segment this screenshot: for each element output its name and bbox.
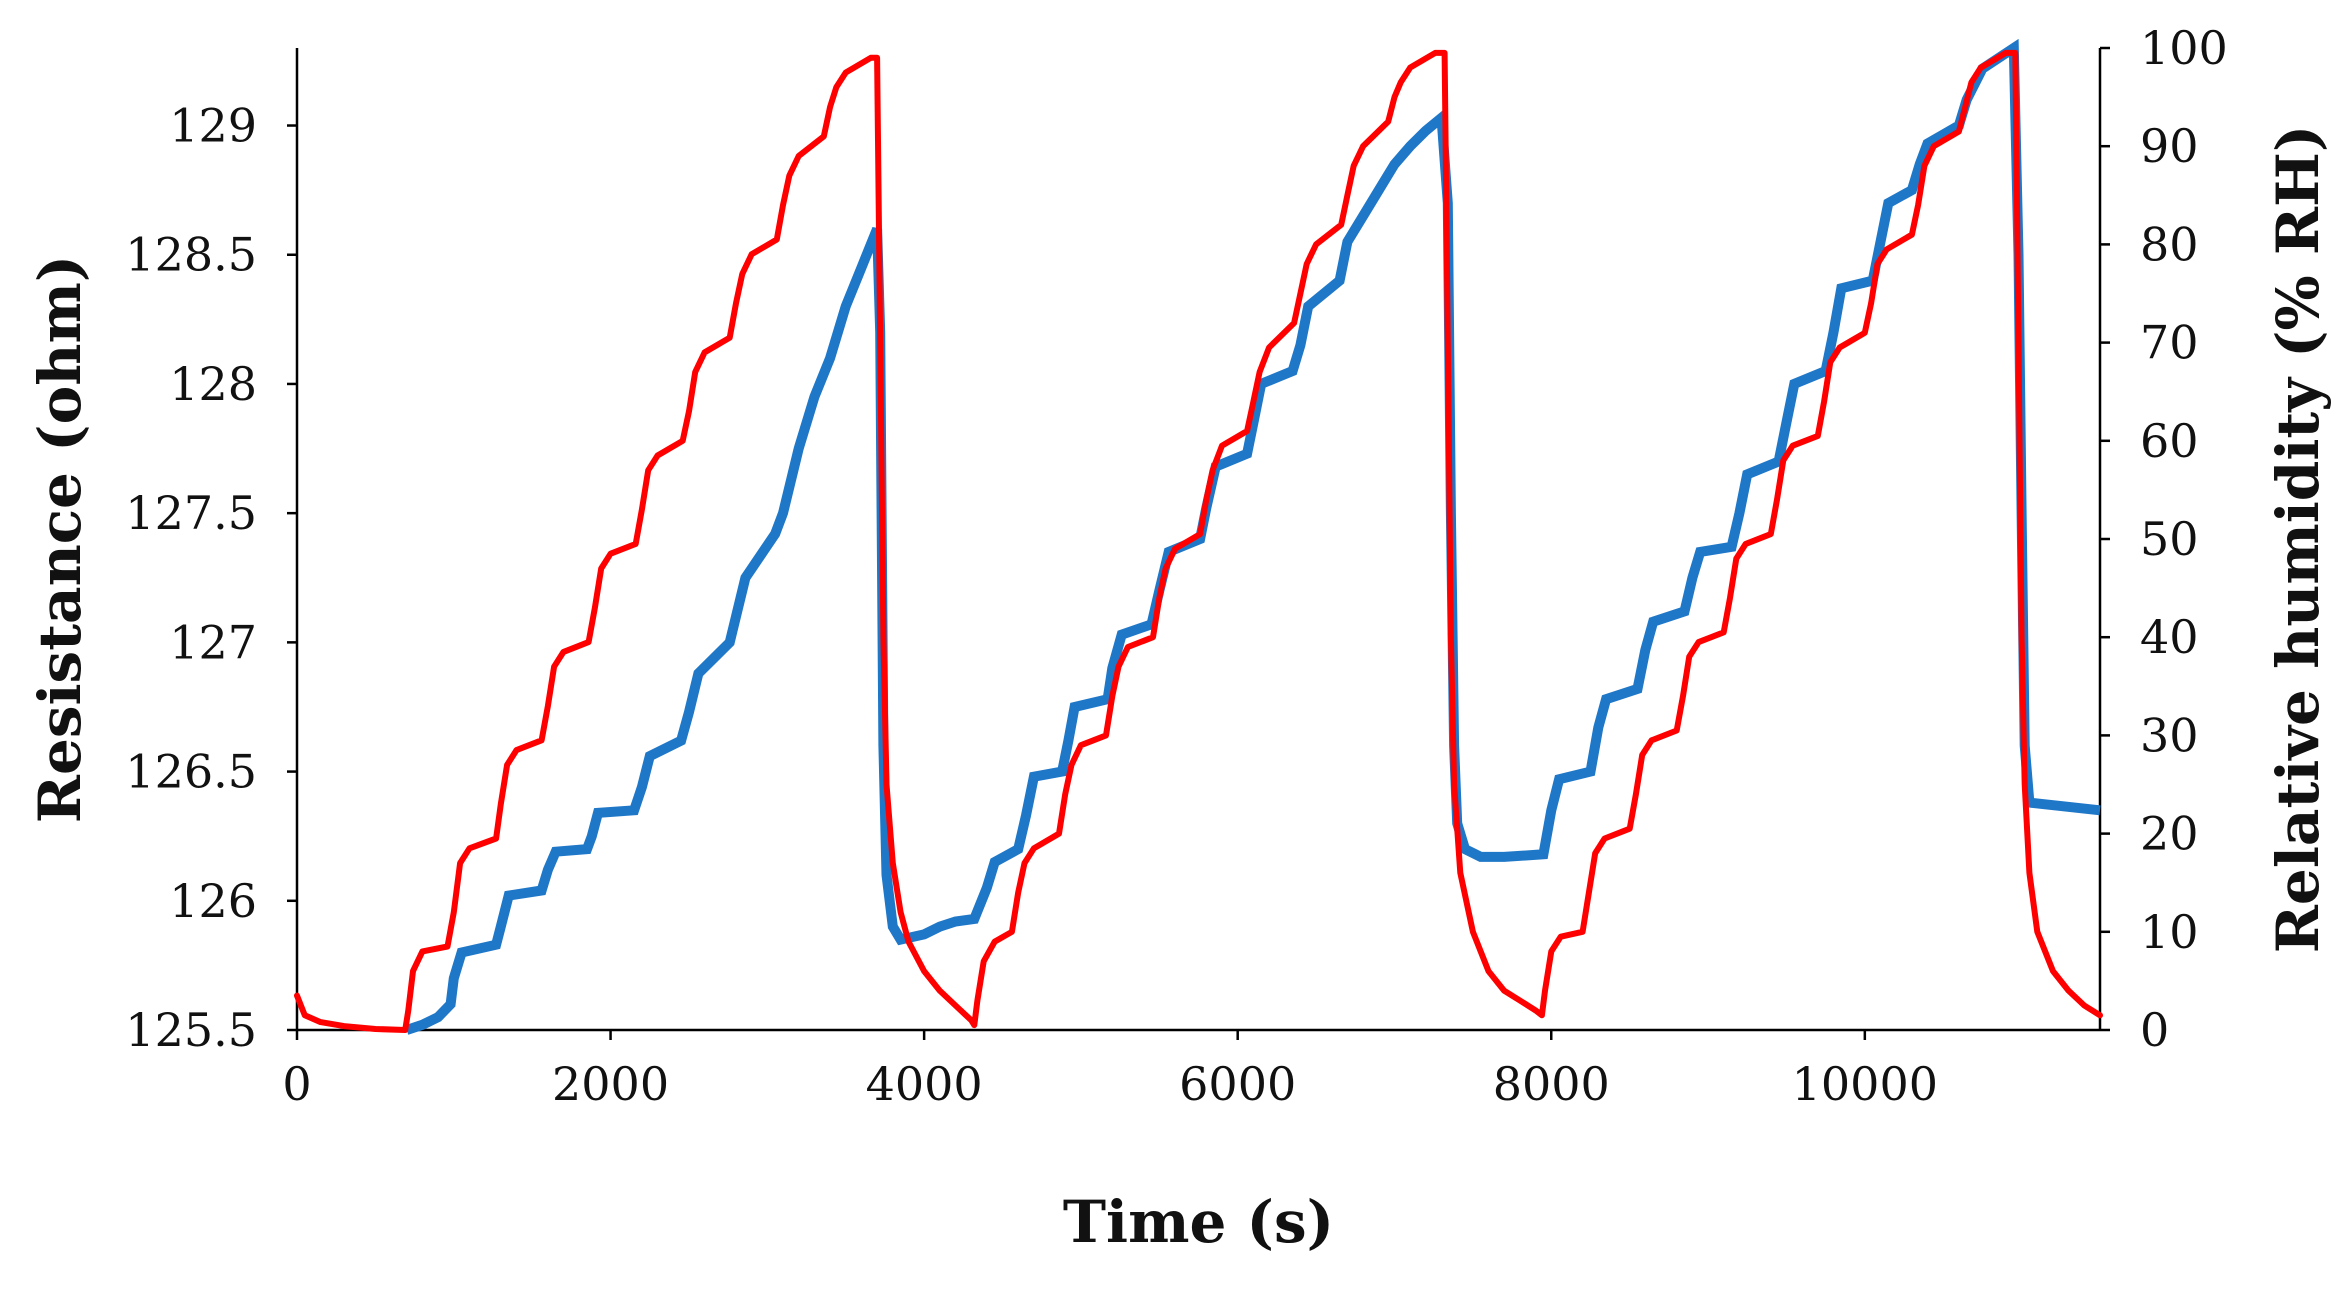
y-left-tick-label: 127 bbox=[169, 615, 257, 669]
y-right-tick-label: 80 bbox=[2140, 217, 2199, 271]
y-right-tick-label: 100 bbox=[2140, 21, 2228, 75]
labels-layer: 0 2000 4000 6000 8000 10000 125.5 126 126.5 127 12… bbox=[26, 21, 2332, 1256]
series-layer bbox=[294, 38, 2103, 1035]
y-left-tick-label: 125.5 bbox=[125, 1003, 257, 1057]
y-axis-left-title: Resistance (ohm) bbox=[26, 255, 94, 824]
y-left-tick-label: 126.5 bbox=[125, 745, 257, 799]
y-right-tick-label: 60 bbox=[2140, 414, 2199, 468]
axes-layer bbox=[287, 46, 2110, 1040]
y-left-tick-label: 128 bbox=[169, 357, 257, 411]
y-left-tick-label: 129 bbox=[169, 99, 257, 153]
y-left-tick-label: 126 bbox=[169, 874, 257, 928]
series-humidity-line bbox=[294, 49, 2103, 1033]
y-right-tick-label: 40 bbox=[2140, 610, 2199, 664]
x-axis-title: Time (s) bbox=[1063, 1188, 1334, 1256]
y-left-tick-label: 127.5 bbox=[125, 486, 257, 540]
x-tick-label: 0 bbox=[282, 1057, 311, 1111]
y-right-tick-label: 20 bbox=[2140, 807, 2199, 861]
series-resistance-line bbox=[405, 38, 2101, 1035]
y-right-tick-label: 50 bbox=[2140, 512, 2199, 566]
y-right-tick-label: 30 bbox=[2140, 708, 2199, 762]
y-right-tick-label: 90 bbox=[2140, 119, 2199, 173]
y-right-tick-label: 70 bbox=[2140, 316, 2199, 370]
y-right-tick-label: 10 bbox=[2140, 905, 2199, 959]
y-axis-right-title: Relative humidity (% RH) bbox=[2264, 125, 2332, 954]
x-tick-label: 8000 bbox=[1493, 1057, 1610, 1111]
x-tick-label: 4000 bbox=[866, 1057, 983, 1111]
x-tick-label: 6000 bbox=[1179, 1057, 1296, 1111]
y-right-tick-label: 0 bbox=[2140, 1003, 2169, 1057]
y-left-tick-label: 128.5 bbox=[125, 228, 257, 282]
x-tick-label: 10000 bbox=[1792, 1057, 1938, 1111]
x-tick-label: 2000 bbox=[552, 1057, 669, 1111]
